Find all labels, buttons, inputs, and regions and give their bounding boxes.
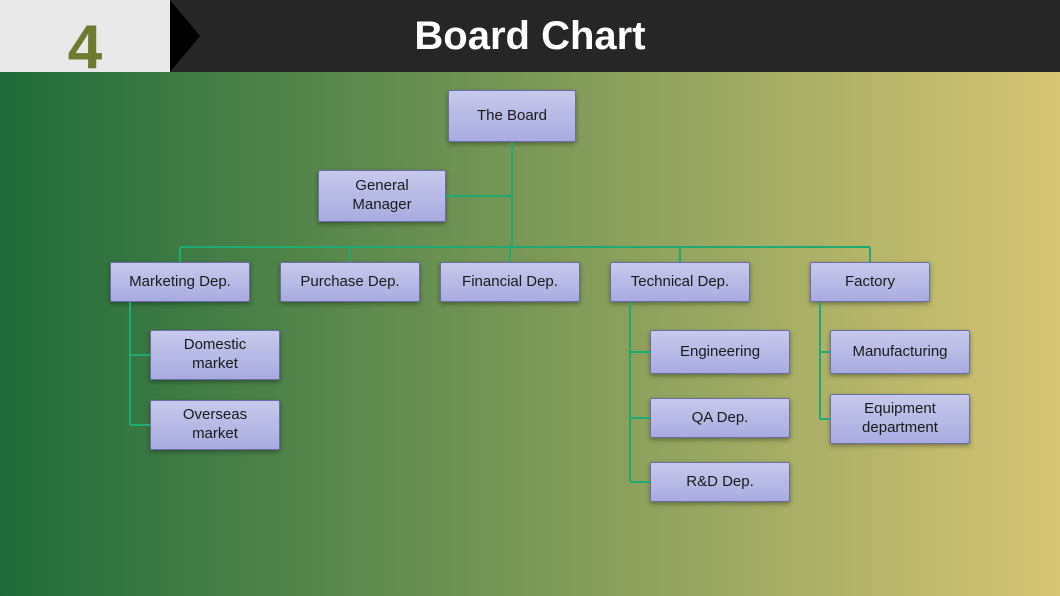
slide-number-ribbon [170,0,200,72]
slide-number-box: 4 [0,0,170,72]
org-chart-connectors [0,72,1060,596]
slide-title: Board Chart [414,14,645,59]
slide-number: 4 [68,17,102,79]
org-chart: The BoardGeneralManagerMarketing Dep.Pur… [0,72,1060,596]
